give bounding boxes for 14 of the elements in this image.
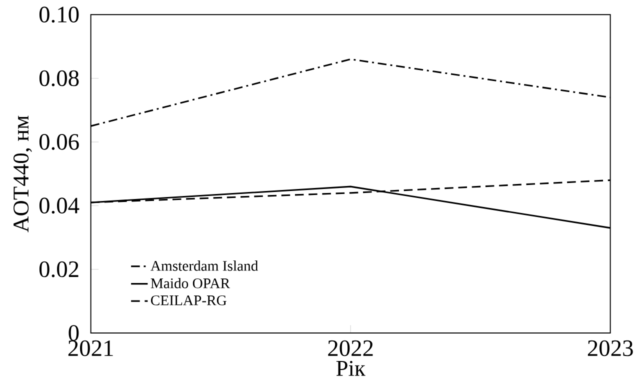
x-tick-label: 2023 [588,340,633,356]
y-tick-label: 0.04 [39,198,80,214]
y-tick-label: 0.02 [39,262,78,278]
y-tick-label: 0.08 [39,70,79,86]
x-tick-label: 2021 [68,340,113,356]
y-tick-label: 0 [68,325,79,342]
x-tick-label: 2022 [328,340,373,356]
legend-label: CEILAP-RG [151,296,226,306]
y-tick-label: 0.06 [39,134,79,150]
y-tick-label: 0.10 [39,6,79,23]
y-axis-title: AOT440, нм [13,116,32,232]
legend-label: Amsterdam Island [150,260,258,272]
x-axis-title: Рік [336,361,366,376]
legend-label: Maido OPAR [150,278,230,288]
